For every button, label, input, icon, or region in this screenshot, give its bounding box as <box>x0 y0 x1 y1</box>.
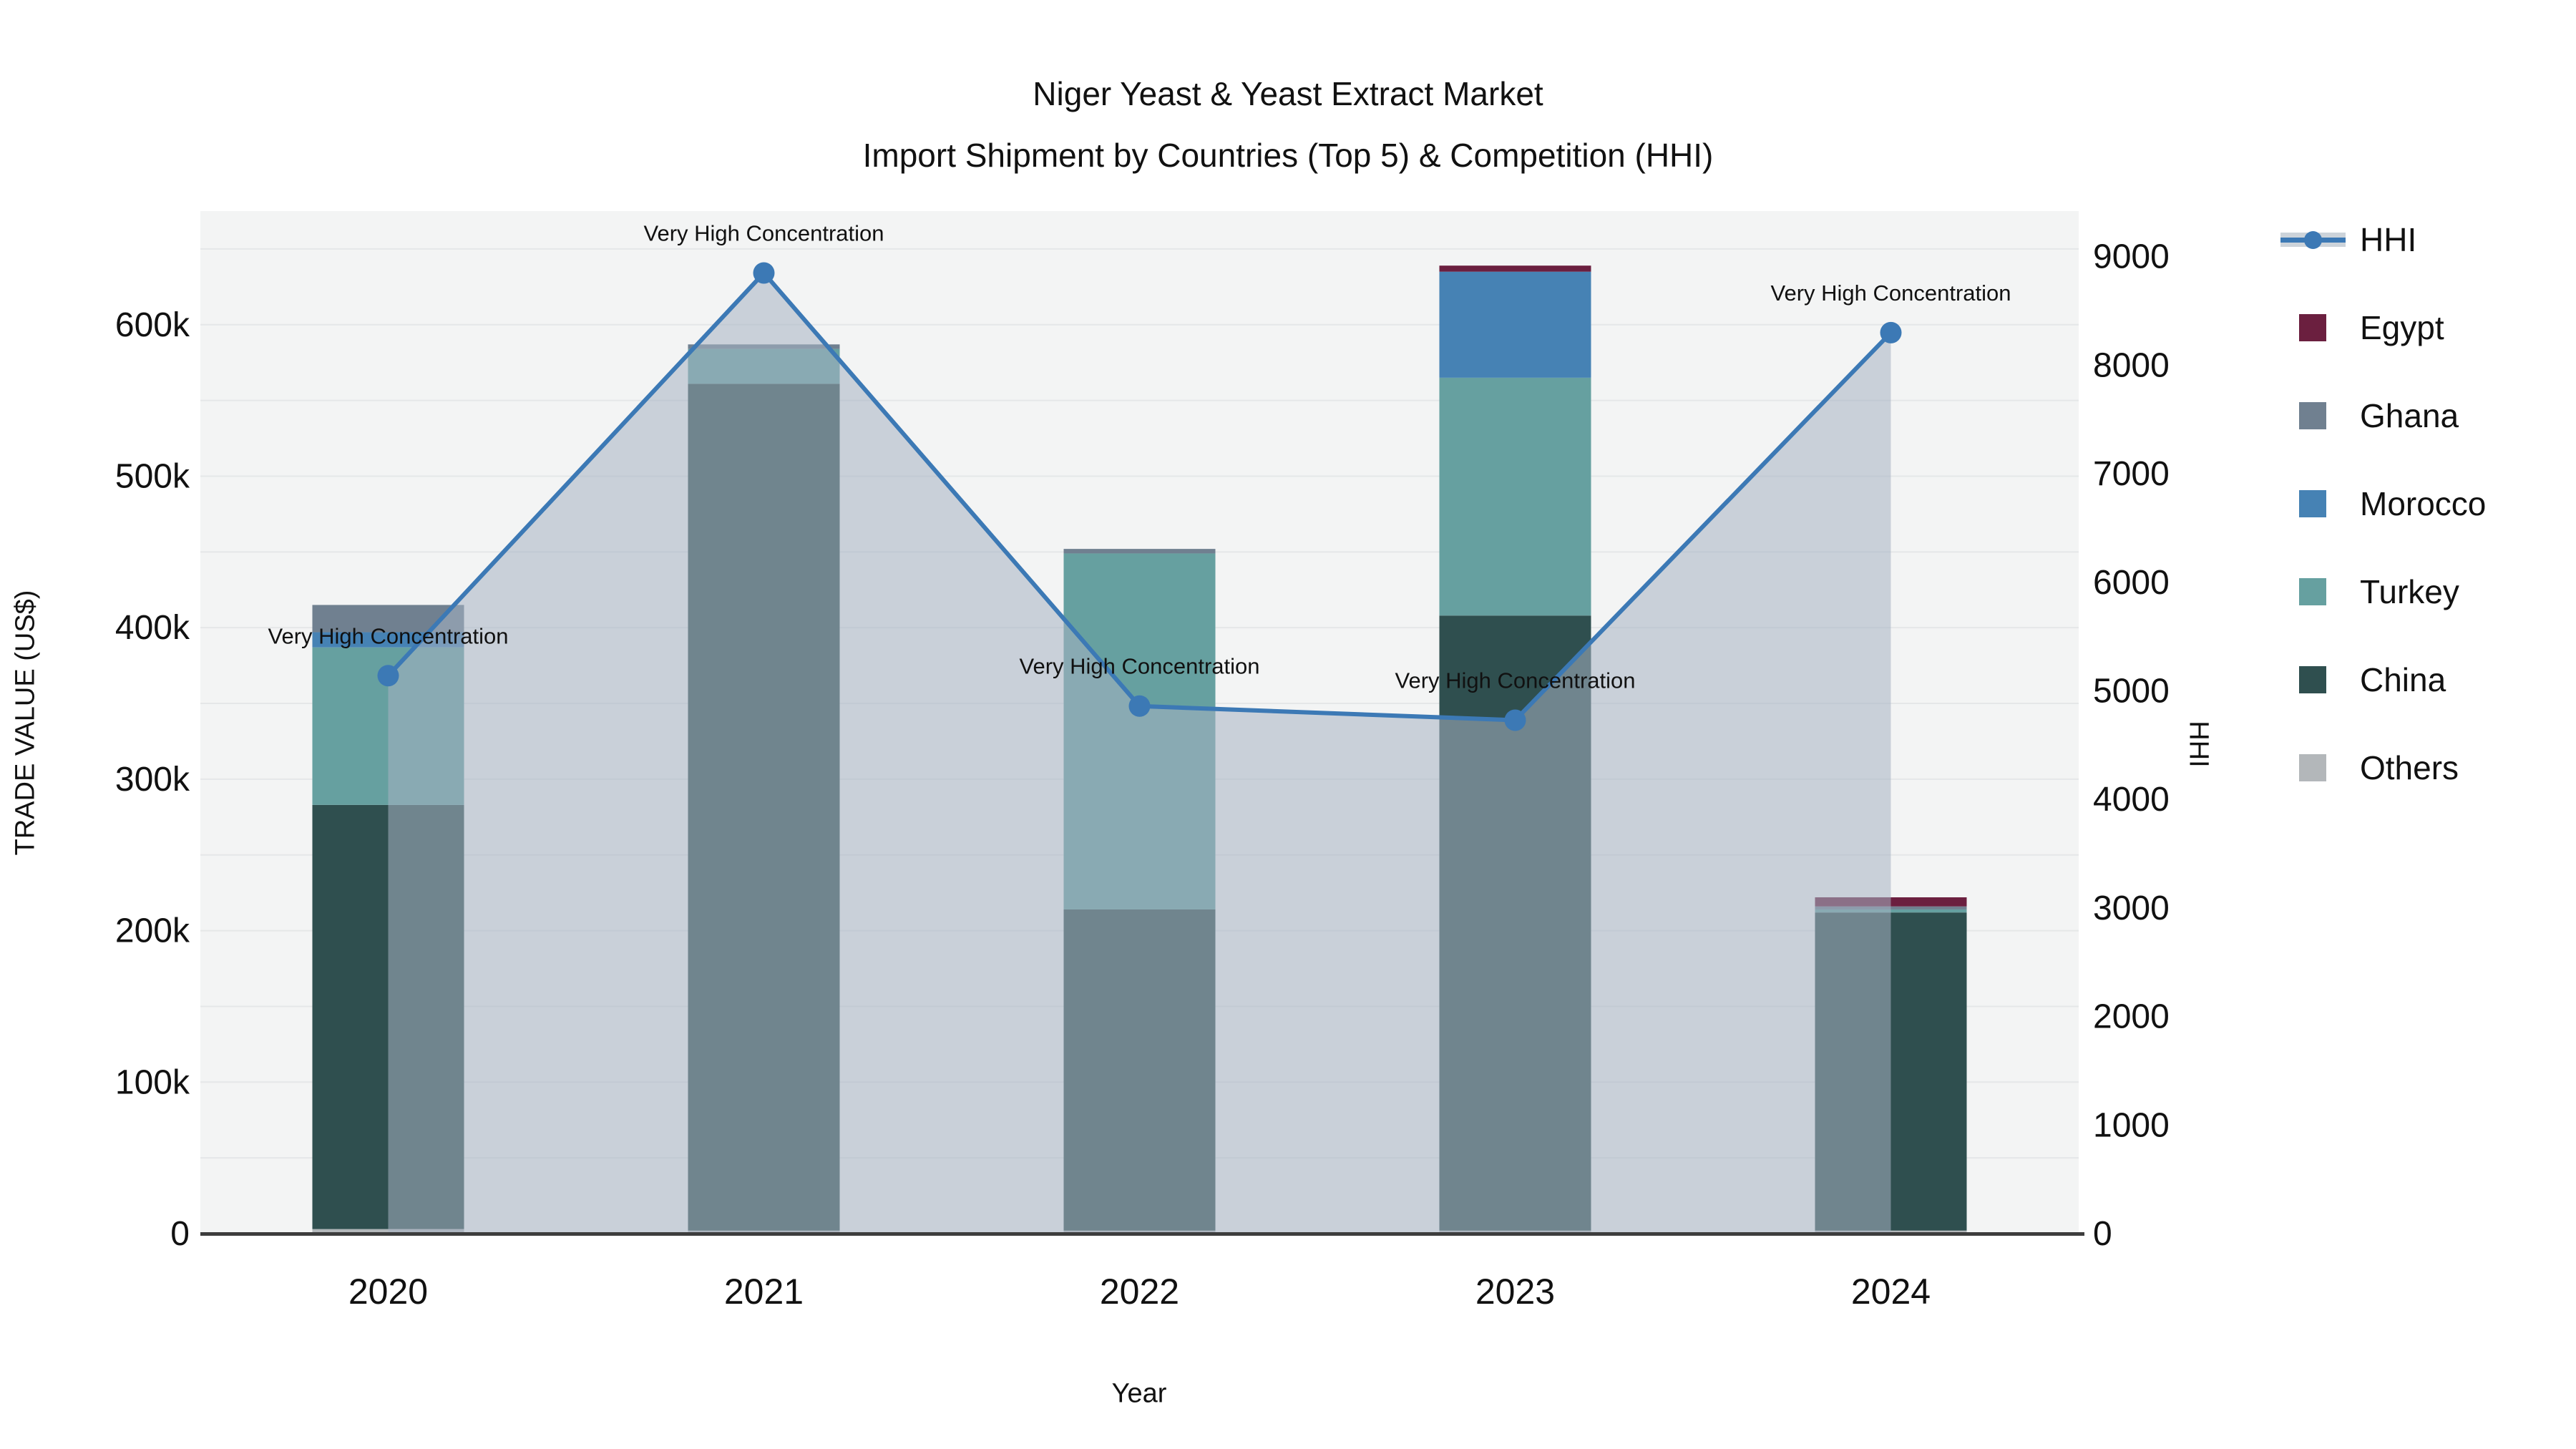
legend-item-egypt[interactable]: Egypt <box>2280 305 2486 351</box>
x-tick-label-2023: 2023 <box>1475 1272 1555 1312</box>
legend-item-turkey[interactable]: Turkey <box>2280 569 2486 615</box>
y-right-tick-label: 0 <box>2093 1215 2112 1253</box>
legend-swatch <box>2299 490 2326 517</box>
annotation-2024: Very High Concentration <box>1770 280 2011 306</box>
y-left-tick-label: 100k <box>115 1063 190 1101</box>
bar-segment-morocco-2023[interactable] <box>1439 271 1591 378</box>
y-right-tick-label: 1000 <box>2093 1106 2170 1144</box>
legend-swatch <box>2299 754 2326 781</box>
hhi-marker-2020[interactable] <box>377 665 399 687</box>
legend-item-ghana[interactable]: Ghana <box>2280 393 2486 439</box>
legend-label: Turkey <box>2360 573 2459 610</box>
legend-label: Others <box>2360 749 2459 786</box>
legend-swatch-icon <box>2280 753 2346 783</box>
x-tick-label-2020: 2020 <box>348 1272 428 1312</box>
y-right-tick-label: 8000 <box>2093 346 2170 384</box>
y-left-tick-label: 500k <box>115 457 190 495</box>
y-left-tick-label: 0 <box>170 1215 190 1253</box>
bar-segment-ghana-2022[interactable] <box>1063 549 1216 554</box>
x-axis-title: Year <box>1111 1378 1167 1409</box>
legend-item-morocco[interactable]: Morocco <box>2280 481 2486 527</box>
annotation-2021: Very High Concentration <box>643 220 884 245</box>
legend-swatch <box>2299 314 2326 341</box>
legend-label: Morocco <box>2360 485 2487 522</box>
legend-swatch-icon <box>2280 401 2346 431</box>
legend-label: HHI <box>2360 221 2417 258</box>
hhi-line-sample-icon <box>2280 225 2346 255</box>
hhi-marker-2024[interactable] <box>1880 321 1902 343</box>
bar-segment-egypt-2023[interactable] <box>1439 265 1591 272</box>
y-right-tick-label: 5000 <box>2093 673 2170 711</box>
legend-swatch <box>2299 402 2326 429</box>
legend-swatch <box>2299 666 2326 693</box>
x-tick-label-2022: 2022 <box>1100 1272 1179 1312</box>
y-left-tick-label: 300k <box>115 761 190 799</box>
legend-label: Ghana <box>2360 397 2459 434</box>
y-right-tick-label: 6000 <box>2093 564 2170 602</box>
legend-swatch-icon <box>2280 577 2346 607</box>
x-tick-label-2024: 2024 <box>1851 1272 1931 1312</box>
legend-item-china[interactable]: China <box>2280 657 2486 703</box>
x-axis-line <box>200 1232 2084 1236</box>
legend-swatch-icon <box>2280 489 2346 519</box>
hhi-marker-2022[interactable] <box>1128 695 1151 717</box>
annotation-2022: Very High Concentration <box>1019 654 1259 679</box>
legend: HHI Egypt Ghana Morocco Turkey China Others <box>2280 217 2486 791</box>
legend-swatch <box>2299 578 2326 605</box>
y-right-tick-label: 7000 <box>2093 455 2170 493</box>
bar-segment-turkey-2023[interactable] <box>1439 377 1591 616</box>
y-left-tick-label: 400k <box>115 609 190 647</box>
y-right-tick-label: 3000 <box>2093 889 2170 927</box>
y-right-tick-label: 9000 <box>2093 238 2170 276</box>
y-right-tick-label: 4000 <box>2093 781 2170 819</box>
hhi-area-fill <box>388 273 1891 1234</box>
chart-title: Niger Yeast & Yeast Extract Market <box>1033 75 1543 112</box>
chart-subtitle: Import Shipment by Countries (Top 5) & C… <box>862 137 1714 174</box>
y-axis-left-title: TRADE VALUE (US$) <box>10 590 41 856</box>
y-left-tick-label: 200k <box>115 912 190 950</box>
legend-item-others[interactable]: Others <box>2280 745 2486 791</box>
hhi-marker-2023[interactable] <box>1504 709 1526 731</box>
legend-swatch-icon <box>2280 313 2346 343</box>
y-left-tick-label: 600k <box>115 306 190 344</box>
legend-label: China <box>2360 661 2446 698</box>
legend-label: Egypt <box>2360 309 2444 346</box>
legend-swatch-icon <box>2280 665 2346 695</box>
annotation-2020: Very High Concentration <box>268 623 508 648</box>
hhi-marker-2021[interactable] <box>753 262 775 284</box>
y-axis-right-title: HHI <box>2183 721 2214 768</box>
annotation-2023: Very High Concentration <box>1395 668 1635 693</box>
y-right-tick-label: 2000 <box>2093 998 2170 1036</box>
hhi-sample-part <box>2304 231 2322 249</box>
legend-item-hhi[interactable]: HHI <box>2280 217 2486 263</box>
x-tick-label-2021: 2021 <box>724 1272 804 1312</box>
